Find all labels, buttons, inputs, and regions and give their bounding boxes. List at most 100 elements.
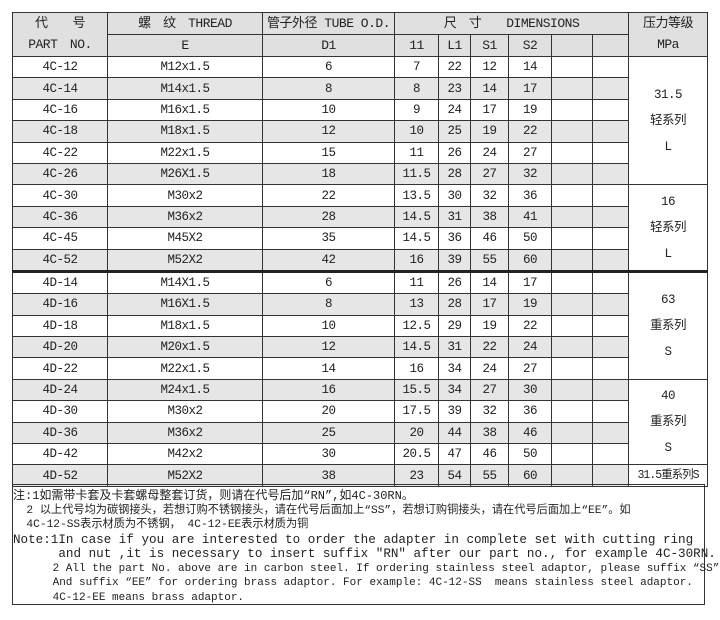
cell-dim-11: 16	[394, 357, 439, 380]
table-row: 4D-22 M22x1.5 14 16 34 24 27	[12, 357, 708, 380]
cell-blank	[591, 421, 630, 445]
cell-blank	[591, 205, 630, 229]
cell-dim-s2: 27	[508, 357, 552, 380]
pressure-rating-line: 31.5重系列S	[637, 468, 700, 482]
cell-dim-11: 13.5	[394, 184, 439, 207]
cell-dim-s1: 38	[470, 205, 509, 229]
table-row: 4C-22 M22x1.5 15 11 26 24 27	[12, 141, 708, 164]
cell-dim-s2: 22	[508, 120, 552, 143]
cell-part-no: 4C-36	[12, 205, 108, 229]
table-row: 4D-30 M30x2 20 17.5 39 32 36	[12, 400, 708, 423]
cell-dim-l1: 36	[438, 227, 471, 250]
cell-thread: M16X1.5	[107, 293, 263, 316]
header-part-en: PART NO.	[12, 34, 108, 57]
cell-tube-od: 6	[262, 269, 395, 295]
cell-dim-11: 8	[394, 77, 439, 100]
cell-dim-11: 20	[394, 421, 439, 445]
cell-part-no: 4D-36	[12, 421, 108, 445]
header-pressure-unit: MPa	[628, 34, 709, 57]
cell-part-no: 4D-16	[12, 293, 108, 316]
cell-dim-s2: 41	[508, 205, 552, 229]
cell-thread: M20x1.5	[107, 336, 263, 359]
cell-part-no: 4C-45	[12, 227, 108, 250]
cell-blank	[591, 141, 630, 164]
cell-dim-11: 15.5	[394, 378, 439, 402]
cell-dim-s1: 19	[470, 314, 509, 338]
cell-thread: M16x1.5	[107, 98, 263, 122]
cell-dim-s2: 36	[508, 184, 552, 207]
cell-dim-11: 23	[394, 464, 439, 487]
cell-dim-l1: 29	[438, 314, 471, 338]
cell-dim-s1: 24	[470, 357, 509, 380]
cell-part-no: 4D-24	[12, 378, 108, 402]
cell-tube-od: 10	[262, 314, 395, 338]
cell-dim-l1: 23	[438, 77, 471, 100]
cell-dim-11: 14.5	[394, 227, 439, 250]
table-row: 4D-36 M36x2 25 20 44 38 46	[12, 421, 708, 445]
cell-dim-l1: 34	[438, 378, 471, 402]
cell-dim-s2: 17	[508, 77, 552, 100]
cell-dim-l1: 34	[438, 357, 471, 380]
note-cn-2b: 4C-12-SS表示材质为不锈钢， 4C-12-EE表示材质为铜	[13, 519, 309, 531]
pressure-rating-line: 40	[661, 389, 676, 404]
cell-part-no: 4D-20	[12, 336, 108, 359]
cell-blank	[591, 443, 630, 466]
cell-thread: M42x2	[107, 443, 263, 466]
cell-thread: M36x2	[107, 421, 263, 445]
cell-dim-s1: 38	[470, 421, 509, 445]
cell-tube-od: 16	[262, 378, 395, 402]
table-row: 4C-16 M16x1.5 10 9 24 17 19	[12, 98, 708, 122]
cell-tube-od: 12	[262, 336, 395, 359]
cell-part-no: 4D-22	[12, 357, 108, 380]
cell-dim-11: 7	[394, 55, 439, 79]
pressure-rating-line: L	[664, 139, 673, 154]
cell-blank	[551, 443, 593, 466]
header-dim-blank	[591, 34, 630, 57]
cell-blank	[591, 77, 630, 100]
cell-tube-od: 6	[262, 55, 395, 79]
cell-dim-s1: 46	[470, 443, 509, 466]
cell-dim-l1: 54	[438, 464, 471, 487]
cell-tube-od: 14	[262, 357, 395, 380]
cell-dim-s1: 22	[470, 336, 509, 359]
cell-tube-od: 28	[262, 205, 395, 229]
cell-dim-l1: 26	[438, 141, 471, 164]
cell-blank	[591, 98, 630, 122]
cell-blank	[591, 336, 630, 359]
cell-dim-s2: 27	[508, 141, 552, 164]
table-row: 4C-45 M45X2 35 14.5 36 46 50	[12, 227, 708, 250]
table-row: 4D-52 M52X2 38 23 54 55 60 31.5重系列S	[12, 464, 709, 487]
cell-blank	[551, 269, 593, 295]
cell-blank	[551, 293, 593, 316]
header-dimensions: 尺 寸 DIMENSIONS	[393, 12, 630, 35]
cell-thread: M52X2	[107, 464, 263, 487]
table-row: 4C-12 M12x1.5 6 7 22 12 14 31.5 轻系列 L	[12, 55, 709, 186]
pressure-rating-cell: 63 重系列 S	[628, 269, 709, 380]
table-row: 4C-18 M18x1.5 12 10 25 19 22	[12, 120, 708, 143]
cell-thread: M14X1.5	[107, 269, 263, 295]
cell-dim-s1: 46	[470, 227, 509, 250]
note-en-2c: 4C-12-EE means brass adaptor.	[13, 591, 245, 604]
cell-tube-od: 12	[262, 120, 395, 143]
cell-tube-od: 18	[262, 162, 395, 186]
cell-dim-s1: 12	[470, 55, 509, 79]
cell-tube-od: 10	[262, 98, 395, 122]
cell-dim-11: 13	[394, 293, 439, 316]
cell-blank	[591, 248, 630, 272]
cell-part-no: 4C-22	[12, 141, 108, 164]
header-dim-blank	[551, 34, 593, 57]
cell-blank	[551, 421, 593, 445]
cell-dim-11: 11.5	[394, 162, 439, 186]
cell-tube-od: 38	[262, 464, 395, 487]
cell-dim-11: 17.5	[394, 400, 439, 423]
cell-tube-od: 22	[262, 184, 395, 207]
cell-blank	[591, 184, 630, 207]
cell-dim-11: 14.5	[394, 205, 439, 229]
cell-blank	[551, 464, 593, 487]
cell-thread: M45X2	[107, 227, 263, 250]
table-row: 4C-14 M14x1.5 8 8 23 14 17	[12, 77, 708, 100]
cell-dim-l1: 31	[438, 336, 471, 359]
cell-dim-l1: 31	[438, 205, 471, 229]
table-row: 4D-16 M16X1.5 8 13 28 17 19	[12, 293, 708, 316]
pressure-rating-line: 重系列	[650, 318, 687, 333]
